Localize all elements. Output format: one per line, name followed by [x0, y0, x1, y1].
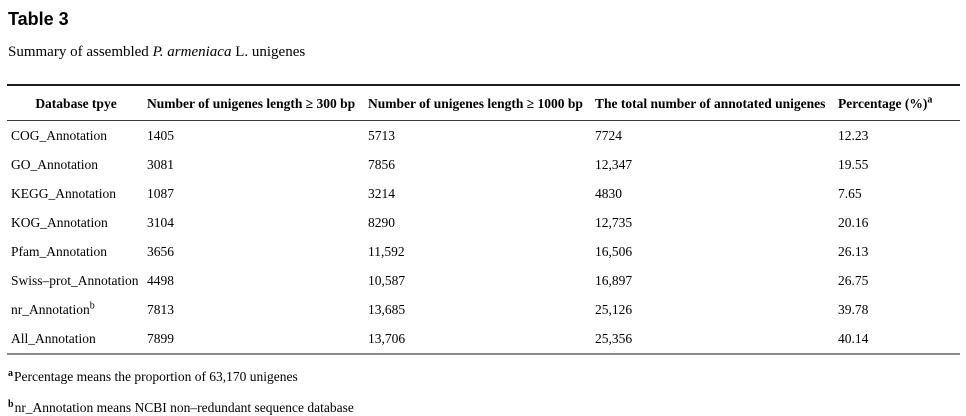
cell-percentage: 40.14	[838, 331, 869, 346]
cell-database: KEGG_Annotation	[11, 186, 116, 201]
footnote-a: aPercentage means the proportion of 63,1…	[8, 368, 960, 385]
cell-database: Pfam_Annotation	[11, 244, 107, 259]
table-body: COG_Annotation 1405 5713 7724 12.23 GO_Annota…	[7, 121, 960, 355]
species-name: P. armeniaca	[152, 44, 232, 60]
cell-percentage: 7.65	[838, 186, 862, 201]
cell-total: 12,347	[595, 157, 633, 172]
cell-len1000: 11,592	[368, 244, 405, 259]
cell-total: 4830	[595, 186, 622, 201]
cell-total: 25,126	[595, 302, 633, 317]
cell-len300: 7899	[147, 331, 174, 346]
footnote-a-marker: a	[8, 367, 13, 379]
caption-prefix: Summary of assembled	[8, 44, 153, 60]
cell-percentage: 12.23	[838, 128, 869, 143]
cell-percentage: 19.55	[838, 157, 869, 172]
table-caption: Summary of assembled P. armeniaca L. uni…	[8, 43, 960, 61]
table-row: Swiss–prot_Annotation 4498 10,587 16,897 26.…	[7, 266, 960, 295]
cell-len1000: 13,706	[368, 331, 406, 346]
column-header-len300: Number of unigenes length ≥ 300 bp	[147, 85, 368, 121]
cell-total: 16,897	[595, 273, 633, 288]
cell-percentage: 39.78	[838, 302, 869, 317]
column-header-len1000: Number of unigenes length ≥ 1000 bp	[368, 85, 595, 121]
cell-percentage: 20.16	[838, 215, 869, 230]
cell-percentage: 26.13	[838, 244, 869, 259]
cell-total: 12,735	[595, 215, 633, 230]
table-row: All_Annotation 7899 13,706 25,356 40.14	[7, 324, 960, 354]
cell-len1000: 3214	[368, 186, 395, 201]
header-row: Database tpye Number of unigenes length …	[7, 85, 960, 121]
table-title: Table 3	[8, 9, 69, 29]
column-header-percentage-label: Percentage (%)	[838, 96, 928, 111]
cell-len1000: 7856	[368, 157, 395, 172]
table-row: KOG_Annotation 3104 8290 12,735 20.16	[7, 208, 960, 237]
cell-database: GO_Annotation	[11, 157, 98, 172]
cell-len300: 1087	[147, 186, 174, 201]
table-row: Pfam_Annotation 3656 11,592 16,506 26.13	[7, 237, 960, 266]
cell-database: KOG_Annotation	[11, 215, 108, 230]
footnote-b-marker: b	[8, 398, 14, 410]
footnote-marker-a: a	[927, 94, 933, 106]
unigenes-summary-table: Database tpye Number of unigenes length …	[7, 84, 960, 355]
cell-len300: 4498	[147, 273, 174, 288]
cell-total: 16,506	[595, 244, 633, 259]
cell-len1000: 10,587	[368, 273, 406, 288]
footnote-b: bnr_Annotation means NCBI non–redundant …	[8, 399, 960, 416]
column-header-database: Database tpye	[7, 85, 147, 121]
cell-len300: 1405	[147, 128, 174, 143]
cell-database: All_Annotation	[11, 331, 96, 346]
cell-database: nr_Annotationb	[11, 300, 95, 317]
cell-database: Swiss–prot_Annotation	[11, 273, 139, 288]
table-row: KEGG_Annotation 1087 3214 4830 7.65	[7, 179, 960, 208]
column-header-total: The total number of annotated unigenes	[595, 85, 838, 121]
footnotes: aPercentage means the proportion of 63,1…	[8, 368, 960, 416]
footnote-a-text: Percentage means the proportion of 63,17…	[14, 369, 298, 384]
cell-len300: 3104	[147, 215, 174, 230]
cell-len300: 7813	[147, 302, 174, 317]
cell-percentage: 26.75	[838, 273, 869, 288]
cell-len1000: 8290	[368, 215, 395, 230]
footnote-b-text: nr_Annotation means NCBI non–redundant s…	[14, 400, 354, 415]
cell-len1000: 13,685	[368, 302, 406, 317]
cell-len300: 3081	[147, 157, 174, 172]
footnote-marker-b: b	[89, 300, 95, 312]
caption-suffix: L. unigenes	[231, 44, 306, 60]
cell-total: 7724	[595, 128, 622, 143]
cell-len1000: 5713	[368, 128, 395, 143]
column-header-percentage: Percentage (%)a	[838, 85, 960, 121]
cell-database: COG_Annotation	[11, 128, 107, 143]
cell-total: 25,356	[595, 331, 633, 346]
table-row: COG_Annotation 1405 5713 7724 12.23	[7, 121, 960, 151]
table-row: nr_Annotationb 7813 13,685 25,126 39.78	[7, 295, 960, 324]
table-header: Database tpye Number of unigenes length …	[7, 85, 960, 121]
table-row: GO_Annotation 3081 7856 12,347 19.55	[7, 150, 960, 179]
cell-len300: 3656	[147, 244, 174, 259]
